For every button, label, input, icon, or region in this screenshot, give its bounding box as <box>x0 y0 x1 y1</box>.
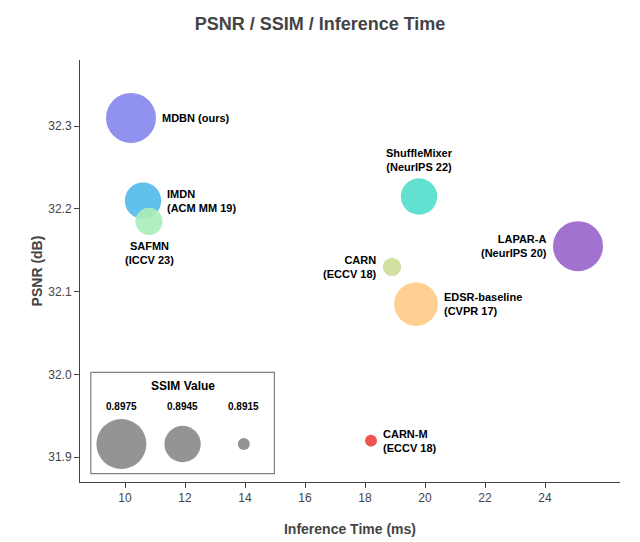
svg-text:32.2: 32.2 <box>48 202 72 216</box>
svg-text:0.8945: 0.8945 <box>167 401 198 412</box>
svg-text:32.0: 32.0 <box>48 368 72 382</box>
svg-text:LAPAR-A(NeurIPS 20): LAPAR-A(NeurIPS 20) <box>481 233 547 259</box>
svg-text:PSNR (dB): PSNR (dB) <box>29 236 45 307</box>
svg-text:22: 22 <box>478 491 492 505</box>
svg-text:12: 12 <box>178 491 192 505</box>
svg-text:31.9: 31.9 <box>48 450 72 464</box>
svg-text:Inference Time (ms): Inference Time (ms) <box>284 521 416 537</box>
svg-text:EDSR-baseline(CVPR 17): EDSR-baseline(CVPR 17) <box>444 291 522 317</box>
svg-text:0.8915: 0.8915 <box>228 401 259 412</box>
svg-text:32.3: 32.3 <box>48 119 72 133</box>
svg-text:24: 24 <box>538 491 552 505</box>
svg-text:14: 14 <box>238 491 252 505</box>
svg-text:CARN-M(ECCV 18): CARN-M(ECCV 18) <box>383 428 437 454</box>
svg-text:20: 20 <box>418 491 432 505</box>
svg-text:32.1: 32.1 <box>48 285 72 299</box>
svg-text:SAFMN(ICCV 23): SAFMN(ICCV 23) <box>125 240 174 266</box>
svg-text:PSNR / SSIM / Inference Time: PSNR / SSIM / Inference Time <box>195 14 446 34</box>
svg-text:CARN(ECCV 18): CARN(ECCV 18) <box>323 254 377 280</box>
svg-text:ShuffleMixer(NeurIPS 22): ShuffleMixer(NeurIPS 22) <box>386 147 453 173</box>
svg-text:0.8975: 0.8975 <box>106 401 137 412</box>
svg-text:MDBN (ours): MDBN (ours) <box>162 112 230 124</box>
svg-text:10: 10 <box>118 491 132 505</box>
svg-text:IMDN(ACM MM 19): IMDN(ACM MM 19) <box>167 188 236 214</box>
svg-text:16: 16 <box>298 491 312 505</box>
svg-text:18: 18 <box>358 491 372 505</box>
svg-text:SSIM Value: SSIM Value <box>151 379 215 393</box>
